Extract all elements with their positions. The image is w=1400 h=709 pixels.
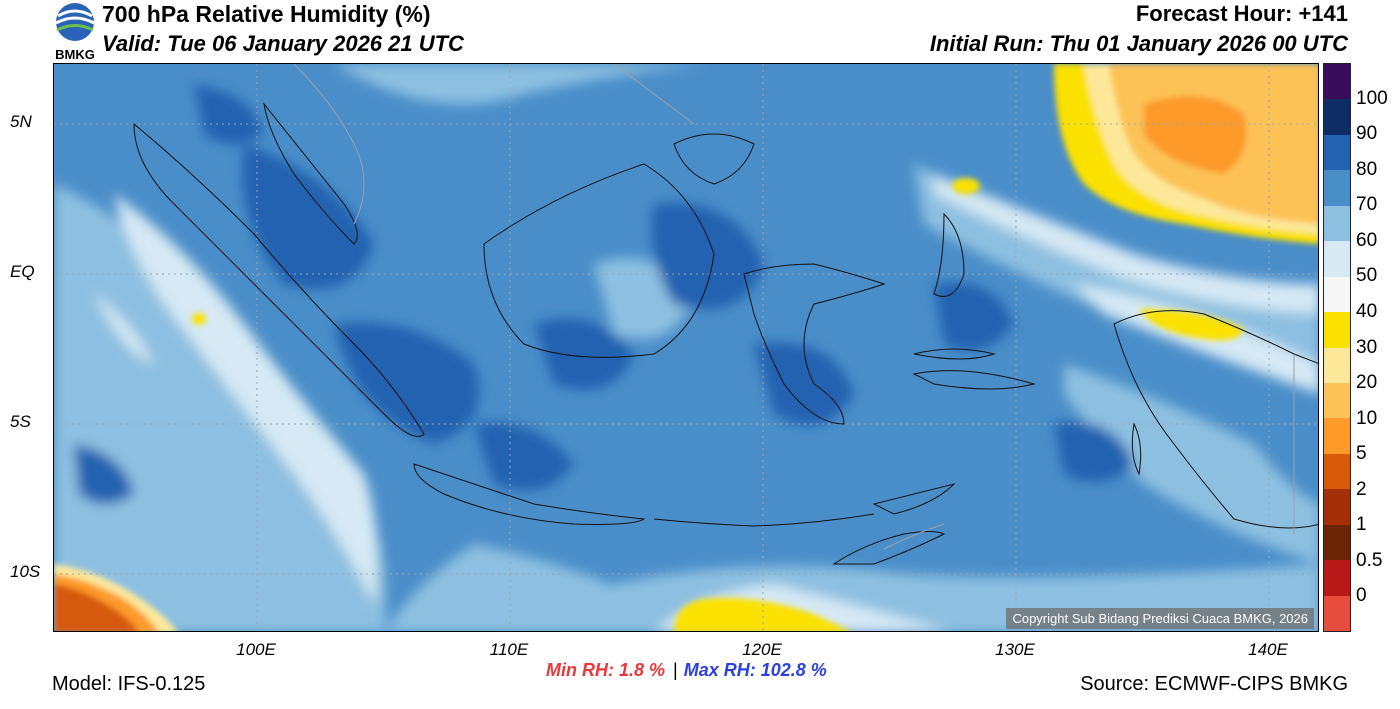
lon-label-100e: 100E xyxy=(236,640,276,659)
rh-stats: Min RH: 1.8 % | Max RH: 102.8 % xyxy=(546,660,827,681)
graticule xyxy=(54,64,1318,631)
colorbar-swatch xyxy=(1324,312,1350,348)
colorbar-label: 0.5 xyxy=(1356,549,1383,571)
lat-label-10s: 10S xyxy=(10,562,41,581)
colorbar-label: 10 xyxy=(1356,407,1378,429)
colorbar-swatch xyxy=(1324,382,1350,419)
colorbar-swatch xyxy=(1324,99,1350,135)
colorbar-label: 5 xyxy=(1356,443,1367,465)
colorbar-label: 40 xyxy=(1356,300,1378,322)
colorbar-swatch xyxy=(1324,453,1350,490)
lat-label-5n: 5N xyxy=(10,112,32,131)
colorbar-label: 0 xyxy=(1356,585,1367,607)
colorbar-swatch xyxy=(1324,347,1350,383)
colorbar-label: 2 xyxy=(1356,478,1367,500)
lon-label-120e: 120E xyxy=(742,640,782,659)
colorbar-swatch xyxy=(1324,64,1350,100)
colorbar-label: 90 xyxy=(1356,123,1378,145)
lon-label-110e: 110E xyxy=(489,640,529,659)
colorbar-label: 80 xyxy=(1356,158,1378,180)
copyright-notice: Copyright Sub Bidang Prediksi Cuaca BMKG… xyxy=(1006,608,1314,629)
initial-run: Initial Run: Thu 01 January 2026 00 UTC xyxy=(929,31,1348,56)
colorbar-label: 100 xyxy=(1356,87,1388,109)
colorbar-swatch xyxy=(1324,134,1350,171)
colorbar-label: 1 xyxy=(1356,514,1367,536)
colorbar-swatch xyxy=(1324,170,1350,206)
colorbar-swatch xyxy=(1324,595,1350,631)
colorbar xyxy=(1323,63,1351,632)
colorbar-label: 70 xyxy=(1356,194,1378,216)
lat-label-eq: EQ xyxy=(10,262,35,281)
chart-title: 700 hPa Relative Humidity (%) xyxy=(102,1,431,27)
humidity-map: Copyright Sub Bidang Prediksi Cuaca BMKG… xyxy=(53,63,1319,632)
colorbar-swatch xyxy=(1324,276,1350,313)
borders xyxy=(293,64,1295,550)
logo-text: BMKG xyxy=(55,47,95,62)
colorbar-swatch xyxy=(1324,524,1350,561)
lon-label-140e: 140E xyxy=(1248,640,1288,659)
bmkg-logo: BMKG xyxy=(50,2,100,62)
colorbar-swatch xyxy=(1324,489,1350,525)
colorbar-swatch xyxy=(1324,560,1350,596)
colorbar-label: 20 xyxy=(1356,372,1378,394)
colorbar-label: 30 xyxy=(1356,336,1378,358)
source-label: Source: ECMWF-CIPS BMKG xyxy=(1080,673,1348,695)
colorbar-label: 60 xyxy=(1356,229,1378,251)
lon-label-130e: 130E xyxy=(995,640,1035,659)
dry-regions xyxy=(54,64,1318,631)
valid-time: Valid: Tue 06 January 2026 21 UTC xyxy=(102,31,464,56)
coastlines xyxy=(133,102,1318,565)
model-label: Model: IFS-0.125 xyxy=(52,673,206,695)
lat-label-5s: 5S xyxy=(10,412,31,431)
colorbar-swatch xyxy=(1324,205,1350,242)
stats-separator: | xyxy=(673,660,678,680)
colorbar-swatch xyxy=(1324,241,1350,277)
colorbar-swatch xyxy=(1324,418,1350,454)
max-rh: Max RH: 102.8 % xyxy=(683,660,827,680)
colorbar-label: 50 xyxy=(1356,265,1378,287)
min-rh: Min RH: 1.8 % xyxy=(546,660,666,680)
forecast-hour: Forecast Hour: +141 xyxy=(1135,1,1348,26)
